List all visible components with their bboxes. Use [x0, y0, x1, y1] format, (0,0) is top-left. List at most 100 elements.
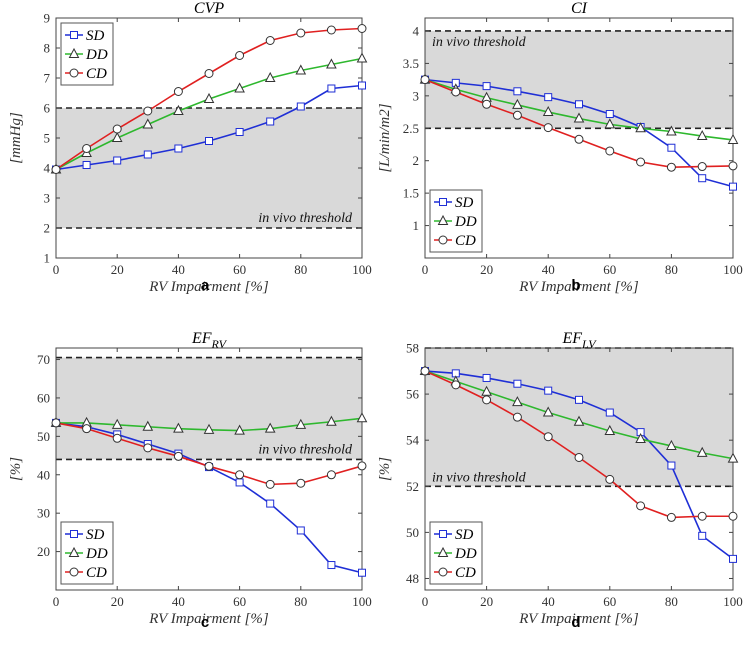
- legend-swatch-marker: [68, 546, 80, 557]
- legend-swatch-marker: [437, 546, 449, 557]
- x-axis-label: RV Impairment [%]: [148, 279, 269, 295]
- threshold-label: in vivo threshold: [432, 35, 527, 50]
- data-point: [481, 385, 492, 396]
- data-point: [82, 144, 92, 153]
- data-point: [727, 133, 739, 144]
- y-tick-label: 58: [406, 341, 419, 356]
- x-tick-label: 20: [480, 262, 493, 277]
- threshold-label: in vivo threshold: [258, 442, 353, 457]
- data-point: [296, 102, 305, 111]
- data-point: [204, 461, 214, 471]
- data-point: [512, 98, 523, 109]
- legend-swatch-marker: [437, 214, 449, 225]
- data-point: [112, 433, 122, 443]
- data-point: [573, 415, 585, 426]
- data-point: [266, 499, 275, 508]
- y-tick-label: 3: [413, 88, 420, 103]
- y-tick-label: 8: [44, 41, 51, 56]
- legend-entry-dd: DD: [454, 214, 477, 230]
- legend-entry-sd: SD: [455, 195, 474, 211]
- data-point: [604, 424, 616, 435]
- data-point: [235, 478, 244, 487]
- legend: SD DD CD: [60, 22, 114, 86]
- data-point: [326, 25, 336, 35]
- x-tick-label: 60: [233, 262, 246, 277]
- legend-swatch-marker: [70, 530, 78, 538]
- x-tick-label: 40: [542, 594, 555, 609]
- data-point: [265, 36, 275, 45]
- data-point: [574, 134, 584, 144]
- data-point: [513, 87, 522, 96]
- x-tick-label: 100: [352, 262, 372, 277]
- x-axis-label: RV Impairment [%]: [518, 611, 639, 627]
- data-point: [235, 128, 244, 136]
- data-point: [173, 87, 183, 96]
- y-tick-label: 20: [37, 544, 50, 559]
- data-point: [205, 137, 213, 145]
- data-point: [636, 157, 646, 167]
- series-cd: [51, 24, 367, 174]
- legend-swatch-marker: [438, 567, 448, 577]
- legend-swatch-marker: [68, 47, 80, 58]
- data-point: [698, 174, 707, 183]
- chart-title-main: CVP: [194, 0, 224, 17]
- legend-entry-dd: DD: [85, 546, 108, 562]
- legend-swatch-marker: [439, 530, 447, 538]
- chart-title-subscript: LV: [581, 337, 597, 351]
- x-axis-label: RV Impairment [%]: [148, 611, 269, 627]
- series-cd: [420, 366, 738, 522]
- y-axis-label: [%]: [377, 457, 393, 481]
- series-cd: [51, 418, 367, 489]
- data-point: [358, 568, 366, 577]
- x-tick-label: 0: [422, 594, 429, 609]
- data-point: [697, 162, 707, 172]
- chart-title: EFLV: [561, 330, 597, 351]
- y-tick-label: 5: [44, 131, 51, 146]
- legend-entry-dd: DD: [85, 47, 108, 63]
- data-point: [666, 439, 677, 450]
- data-point: [327, 84, 336, 93]
- y-tick-label: 40: [37, 467, 50, 482]
- y-tick-label: 48: [406, 571, 419, 586]
- data-point: [420, 75, 430, 85]
- data-point: [727, 452, 739, 463]
- threshold-band: [56, 357, 362, 460]
- x-tick-label: 20: [480, 594, 493, 609]
- data-point: [113, 156, 122, 165]
- panel-label: b: [571, 277, 580, 294]
- data-point: [295, 418, 307, 429]
- data-point: [174, 144, 183, 153]
- legend-entry-cd: CD: [455, 233, 476, 249]
- chart-title-main: CI: [571, 0, 588, 17]
- panel-a: 1 2 3 4 5 6 7 8 9 0 20 40 60 80 100 CVP RV Impairment [%…: [8, 0, 372, 295]
- data-point: [235, 470, 245, 480]
- y-tick-label: 9: [44, 11, 51, 26]
- x-tick-label: 80: [294, 262, 307, 277]
- y-tick-label: 2: [413, 153, 420, 168]
- data-point: [264, 422, 276, 433]
- legend-entry-sd: SD: [86, 28, 105, 44]
- chart-title: EFRV: [191, 330, 228, 351]
- y-tick-label: 2.5: [403, 121, 419, 136]
- y-tick-label: 1: [44, 251, 51, 266]
- panel-label: a: [201, 277, 210, 294]
- x-tick-label: 80: [294, 594, 307, 609]
- y-tick-label: 1.5: [403, 186, 419, 201]
- data-point: [574, 452, 584, 462]
- y-tick-label: 6: [44, 101, 51, 116]
- x-tick-label: 100: [352, 594, 372, 609]
- y-tick-label: 52: [406, 479, 419, 494]
- data-point: [420, 366, 430, 376]
- data-point: [356, 412, 368, 423]
- y-tick-label: 2: [44, 221, 51, 236]
- x-tick-label: 0: [53, 262, 60, 277]
- data-point: [542, 105, 554, 117]
- x-tick-label: 60: [603, 594, 616, 609]
- y-tick-label: 1: [413, 218, 420, 233]
- data-point: [111, 418, 123, 429]
- data-point: [356, 52, 368, 63]
- data-point: [728, 161, 738, 171]
- threshold-band: [425, 30, 733, 129]
- chart-title: CI: [571, 0, 588, 17]
